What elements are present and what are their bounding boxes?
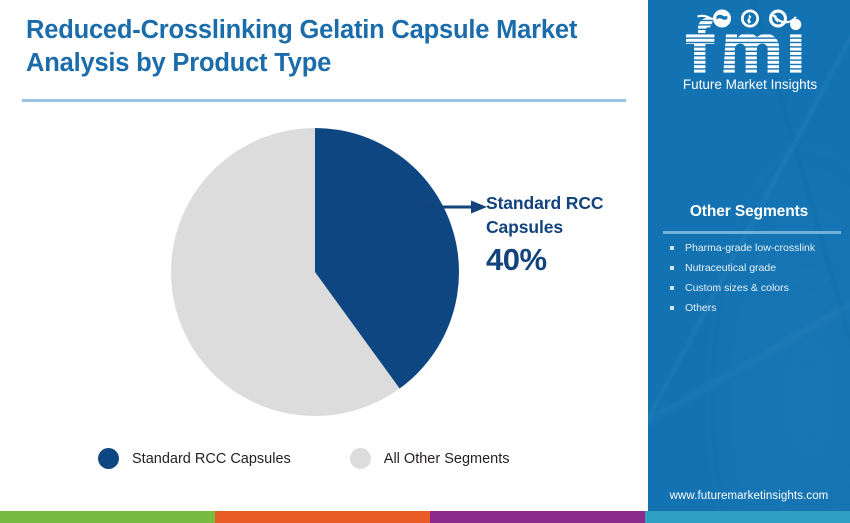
other-segments-heading: Other Segments: [689, 203, 809, 220]
right-arrow-icon: [425, 200, 487, 214]
pie-chart-svg: [171, 128, 460, 416]
segments-divider: [663, 231, 841, 234]
bullet-icon: [670, 246, 674, 250]
list-item-label: Pharma-grade low-crosslink: [685, 242, 816, 254]
list-item-label: Custom sizes & colors: [685, 282, 789, 295]
bar-segment-green: [0, 511, 216, 523]
other-segments-list: Pharma-grade low-crosslink Nutraceutical…: [666, 242, 846, 322]
callout-value: 40%: [486, 241, 547, 277]
list-item: Custom sizes & colors: [666, 282, 846, 295]
legend-swatch-icon: [98, 448, 119, 469]
list-item: Nutraceutical grade: [666, 262, 846, 275]
bullet-icon: [670, 306, 674, 311]
pie-slice-all-other-segments[interactable]: [171, 128, 400, 416]
legend-item-standard-rcc-capsules[interactable]: Standard RCC Capsules: [98, 448, 291, 469]
pie-chart: [166, 123, 464, 421]
bullet-icon: [670, 286, 674, 291]
list-item-label: Others: [685, 302, 717, 315]
legend-item-all-other-segments[interactable]: All Other Segments: [349, 448, 510, 469]
side-panel: Future Market Insights Other Segments Ph…: [648, 0, 850, 511]
fmi-logo[interactable]: Future Market Insights: [670, 8, 830, 96]
main-content-area: Reduced-Crosslinking Gelatin Capsule Mar…: [22, 16, 647, 469]
title-divider: [22, 99, 626, 102]
callout-text-block: Standard RCC Capsules 40%: [486, 192, 646, 275]
list-item: Others: [666, 302, 846, 315]
legend-item-label: All Other Segments: [383, 450, 510, 467]
page-title: Reduced-Crosslinking Gelatin Capsule Mar…: [26, 16, 578, 77]
legend-item-label: Standard RCC Capsules: [132, 450, 291, 467]
pie-slice-standard-rcc-capsules[interactable]: [315, 128, 460, 389]
fmi-logo-tagline: Future Market Insights: [683, 77, 818, 92]
bullet-icon: [670, 266, 674, 271]
list-item-label: Nutraceutical grade: [685, 262, 777, 275]
list-item: Pharma-grade low-crosslink: [666, 242, 846, 255]
fmi-logo-svg: Future Market Insights: [683, 9, 818, 92]
bar-segment-teal: [645, 511, 850, 523]
bar-segment-orange: [215, 511, 431, 523]
callout-label: Standard RCC Capsules: [486, 193, 604, 237]
chart-legend: Standard RCC Capsules All Other Segments: [98, 448, 510, 469]
website-url[interactable]: www.futuremarketinsights.com: [669, 490, 829, 502]
bottom-color-bar: [0, 511, 850, 523]
bar-segment-purple: [430, 511, 646, 523]
legend-swatch-icon: [349, 448, 371, 469]
callout-standard-rcc-capsules: Standard RCC Capsules 40%: [425, 192, 647, 302]
